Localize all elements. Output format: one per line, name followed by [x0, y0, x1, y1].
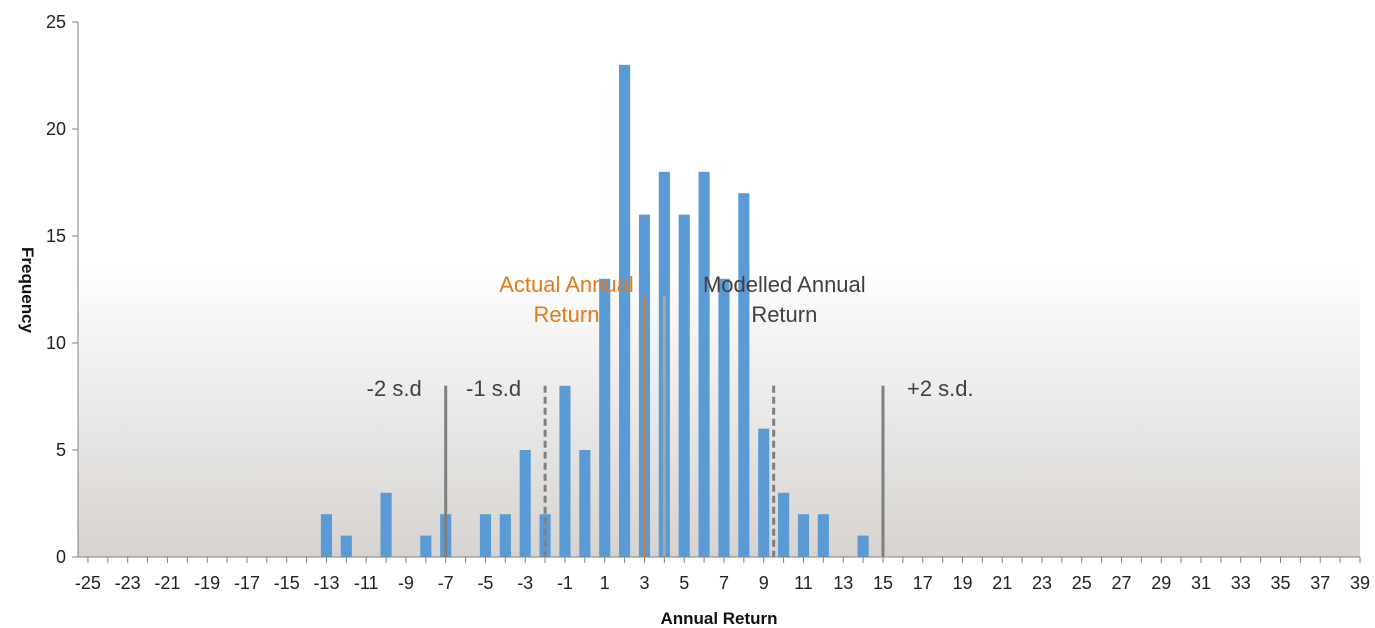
x-tick-label: -17 [234, 573, 260, 593]
x-tick-label: 21 [992, 573, 1012, 593]
bar [420, 535, 432, 557]
sd-label: +2 s.d. [907, 376, 974, 401]
x-tick-label: -13 [313, 573, 339, 593]
x-tick-label: 7 [719, 573, 729, 593]
modelled-return-label: Modelled Annual [703, 272, 866, 297]
x-tick-label: 39 [1350, 573, 1370, 593]
x-tick-label: -21 [154, 573, 180, 593]
y-tick-label: 25 [46, 12, 66, 32]
y-tick-label: 20 [46, 119, 66, 139]
x-axis-title: Annual Return [660, 609, 777, 628]
bar [519, 450, 531, 557]
bar [499, 514, 511, 557]
y-axis-title: Frequency [18, 247, 37, 334]
x-tick-label: -7 [438, 573, 454, 593]
x-tick-label: 35 [1270, 573, 1290, 593]
x-tick-label: 17 [913, 573, 933, 593]
bar [579, 450, 591, 557]
x-tick-label: 25 [1072, 573, 1092, 593]
bar [619, 64, 631, 558]
x-tick-label: -23 [115, 573, 141, 593]
x-tick-label: 37 [1310, 573, 1330, 593]
x-tick-label: 29 [1151, 573, 1171, 593]
modelled-return-label: Return [751, 302, 817, 327]
x-tick-label: 9 [759, 573, 769, 593]
bar [797, 514, 810, 557]
x-tick-label: 33 [1231, 573, 1251, 593]
x-tick-label: -11 [354, 573, 379, 593]
y-tick-label: 0 [56, 547, 66, 567]
bar [380, 492, 392, 557]
reference-lines-group: -2 s.d -1 s.d Actual Annual Return Modelled … [367, 272, 974, 557]
bar [758, 428, 770, 557]
bar [479, 514, 492, 557]
x-tick-label: -19 [194, 573, 220, 593]
x-tick-label: -5 [477, 573, 493, 593]
x-tick-label: 27 [1111, 573, 1131, 593]
x-tick-label: -1 [557, 573, 573, 593]
x-tick-label: 13 [833, 573, 853, 593]
y-tick-label: 10 [46, 333, 66, 353]
x-tick-label: 11 [794, 573, 813, 593]
bar [817, 514, 829, 557]
x-tick-label: -3 [517, 573, 533, 593]
bar [340, 535, 352, 557]
x-tick-label: 5 [679, 573, 689, 593]
bar [857, 535, 869, 557]
actual-return-label: Actual Annual [499, 272, 634, 297]
x-tick-label: -9 [398, 573, 414, 593]
y-tick-label: 5 [56, 440, 66, 460]
sd-label: -1 s.d [466, 376, 521, 401]
y-tick-label: 15 [46, 226, 66, 246]
x-tick-label: 23 [1032, 573, 1052, 593]
x-tick-label: 15 [873, 573, 893, 593]
y-ticks-group: 0 5 10 15 20 25 [46, 12, 78, 567]
x-tick-label: 19 [952, 573, 972, 593]
actual-return-label: Return [533, 302, 599, 327]
bar [559, 385, 571, 557]
x-tick-label: 3 [639, 573, 649, 593]
x-tick-label: -15 [274, 573, 300, 593]
bar [738, 193, 750, 557]
bar [320, 514, 333, 557]
bar [778, 492, 790, 557]
x-tick-label: 31 [1191, 573, 1211, 593]
bar [678, 214, 690, 557]
x-tick-label: -25 [75, 573, 101, 593]
x-tick-label: 1 [600, 573, 610, 593]
bar [599, 278, 611, 557]
sd-label: -2 s.d [367, 376, 422, 401]
bar [718, 278, 730, 557]
bar [698, 171, 710, 558]
x-ticks-group: -25 -23 -21 -19 -17 -15 -13 -11 -9 -7 -5 -3 -1 1 3 5 7 9 1… [75, 557, 1370, 593]
